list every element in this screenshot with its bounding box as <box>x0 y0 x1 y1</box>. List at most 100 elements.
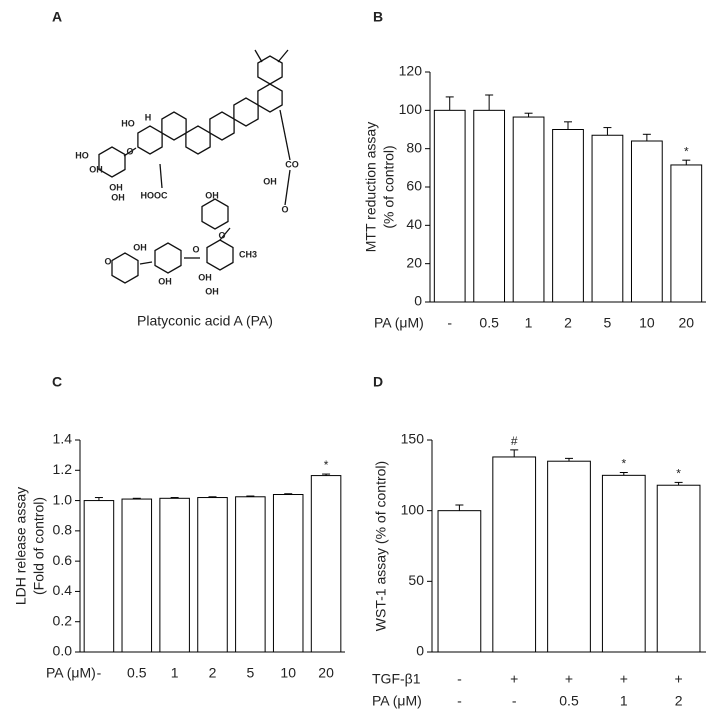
significance-marker: * <box>684 144 689 158</box>
x-tick-label: 2 <box>564 315 572 331</box>
x-tick-label: 1 <box>171 665 179 681</box>
bar <box>547 460 591 653</box>
x-tick-label: 5 <box>246 665 254 681</box>
bar <box>552 129 584 303</box>
ring <box>137 125 163 155</box>
x-tick-label: - <box>457 671 462 687</box>
atom-label: OH <box>263 176 277 186</box>
atom-label: O <box>126 146 133 156</box>
y-tick-label: 100 <box>399 101 423 117</box>
bar <box>159 497 190 653</box>
bond <box>279 109 291 161</box>
bar <box>83 500 115 653</box>
row-label: PA (μM) <box>372 693 422 709</box>
y-axis-label: LDH release assay <box>13 487 29 605</box>
x-tick-label: 10 <box>280 665 296 681</box>
x-tick-label: 0.5 <box>559 693 579 709</box>
bond <box>254 49 263 63</box>
atom-label: HO <box>75 150 89 160</box>
y-tick-label: 1.0 <box>53 491 73 507</box>
ring <box>209 111 235 141</box>
x-tick-label: + <box>675 671 683 687</box>
atom-label: OH <box>198 272 212 282</box>
bar <box>197 497 228 653</box>
atom-label: OH <box>158 276 172 286</box>
bond <box>139 261 153 265</box>
significance-marker: * <box>621 457 626 471</box>
x-tick-label: 1 <box>525 315 533 331</box>
x-tick-label: 1 <box>620 693 628 709</box>
ring <box>257 55 283 85</box>
x-axis-label: PA (μM) <box>46 665 96 681</box>
panel-label: B <box>373 9 383 25</box>
caption: Platyconic acid A (PA) <box>137 313 273 329</box>
x-tick-label: 2 <box>209 665 217 681</box>
y-axis-label: WST-1 assay (% of control) <box>373 461 389 631</box>
x-tick-label: 0.5 <box>479 315 499 331</box>
atom-label: HO <box>121 118 135 128</box>
bar <box>512 116 545 303</box>
x-tick-label: - <box>457 693 462 709</box>
y-tick-label: 0.0 <box>53 643 73 659</box>
panel-label: C <box>52 374 62 390</box>
x-tick-label: - <box>447 315 452 331</box>
y-axis-label: MTT reduction assay <box>363 122 379 252</box>
ring <box>185 125 211 155</box>
row-label: TGF-β1 <box>372 671 421 687</box>
ring <box>98 146 126 178</box>
atom-label: OH <box>205 286 219 296</box>
panel-label: D <box>373 374 383 390</box>
x-tick-label: 20 <box>678 315 694 331</box>
bar <box>492 456 537 653</box>
atom-label: CO <box>285 159 299 169</box>
bar <box>473 109 506 303</box>
y-tick-label: 120 <box>399 63 423 79</box>
significance-marker: * <box>324 458 329 472</box>
atom-label: CH3 <box>239 249 257 259</box>
ring <box>154 242 182 274</box>
y-tick-label: 60 <box>406 178 422 194</box>
atom-label: HOOC <box>141 190 169 200</box>
y-tick-label: 20 <box>406 254 422 270</box>
y-tick-label: 1.4 <box>53 431 73 447</box>
y-tick-label: 0.6 <box>53 552 73 568</box>
atom-label: OH <box>111 192 125 202</box>
x-tick-label: - <box>97 665 102 681</box>
y-tick-label: 0.4 <box>53 582 73 598</box>
bar <box>630 140 663 303</box>
y-tick-label: 50 <box>408 572 424 588</box>
x-tick-label: 5 <box>604 315 612 331</box>
atom-label: O <box>192 244 199 254</box>
bond <box>123 147 137 157</box>
ring <box>257 83 283 113</box>
bar <box>310 475 342 653</box>
y-tick-label: 0.8 <box>53 522 73 538</box>
x-tick-label: + <box>565 671 573 687</box>
x-tick-label: - <box>512 693 517 709</box>
y-tick-label: 100 <box>401 501 425 517</box>
atom-label: O <box>218 230 225 240</box>
bond <box>277 49 289 63</box>
bar <box>235 496 266 653</box>
ring <box>161 111 187 141</box>
y-tick-label: 0.2 <box>53 612 73 628</box>
atom-label: OH <box>205 190 219 200</box>
x-tick-label: + <box>620 671 628 687</box>
x-axis-label: PA (μM) <box>374 315 424 331</box>
bar <box>656 484 701 653</box>
atom-label: H <box>145 112 152 122</box>
bar <box>121 498 153 653</box>
atom-label: OH <box>133 242 147 252</box>
bar <box>433 109 466 303</box>
x-tick-label: 0.5 <box>127 665 147 681</box>
bar <box>272 494 304 653</box>
y-tick-label: 0 <box>416 643 424 659</box>
bar <box>601 474 646 653</box>
bond <box>159 163 163 189</box>
y-tick-label: 1.2 <box>53 461 73 477</box>
ring <box>201 198 229 230</box>
x-tick-label: 20 <box>318 665 334 681</box>
bar <box>437 510 482 653</box>
